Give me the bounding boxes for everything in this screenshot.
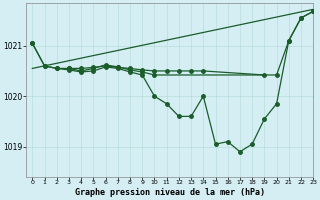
X-axis label: Graphe pression niveau de la mer (hPa): Graphe pression niveau de la mer (hPa) <box>75 188 265 197</box>
